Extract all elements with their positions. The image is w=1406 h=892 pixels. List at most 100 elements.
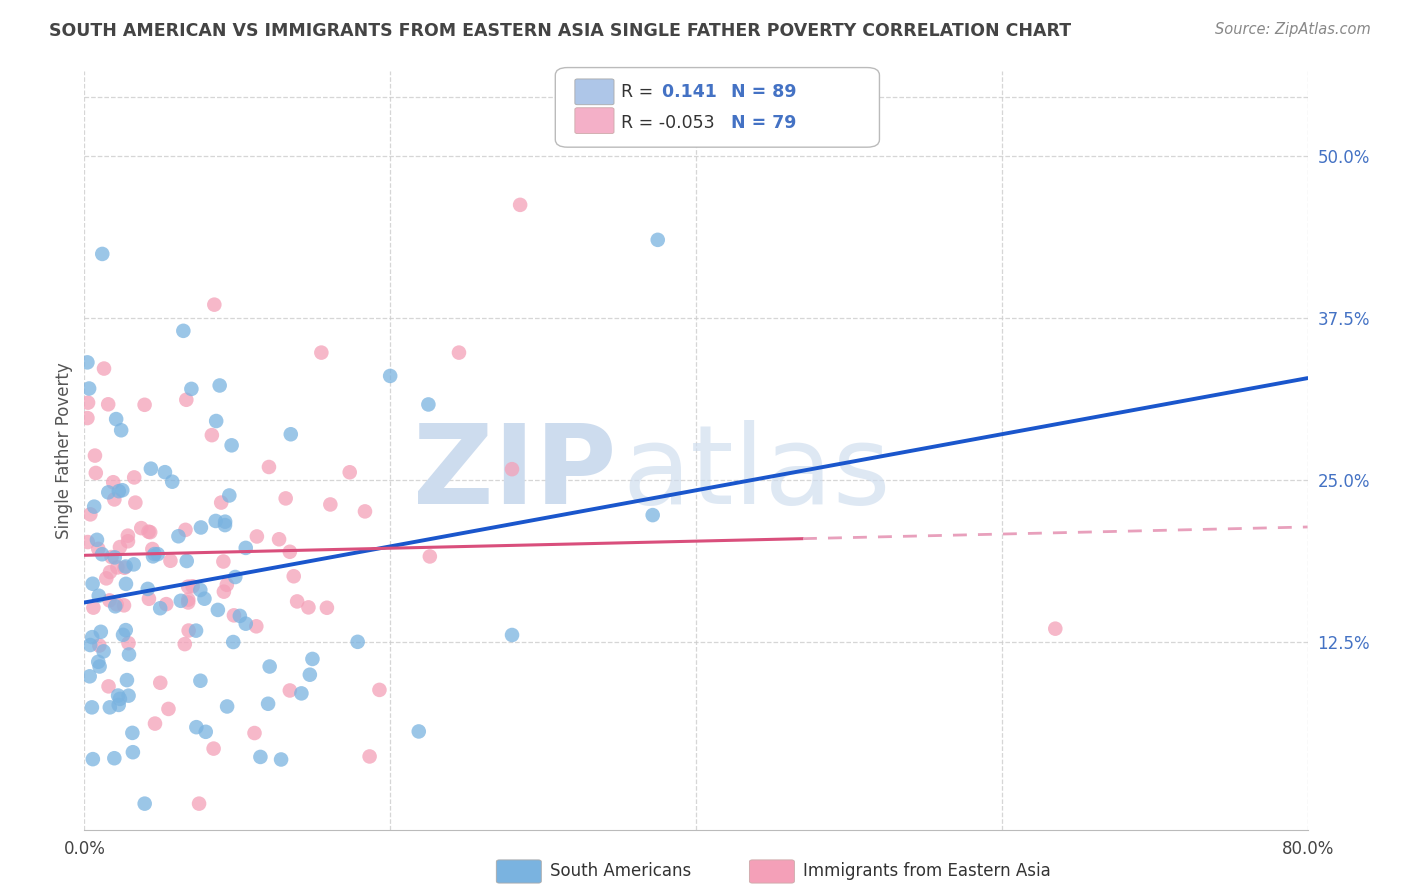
Point [190,520,212,534]
Point [174,523,197,537]
Point [139,461,162,475]
Point [246,529,269,543]
Point [97,679,120,693]
Text: N = 79: N = 79 [725,114,797,132]
Point [112,628,135,642]
Point [112,599,135,613]
Point [170,594,193,608]
Point [97,397,120,411]
Point [86,533,108,547]
Point [111,483,134,498]
Point [115,577,138,591]
Point [142,549,165,564]
Point [418,397,440,411]
Point [359,749,381,764]
Point [138,524,160,539]
Point [105,412,128,426]
Point [89,659,111,673]
Point [159,554,181,568]
Point [149,675,172,690]
Point [143,547,166,561]
Point [79,669,101,683]
Point [297,600,319,615]
Text: R =: R = [621,83,659,101]
Point [103,751,125,765]
Point [368,682,391,697]
Point [76,355,98,369]
Point [87,589,110,603]
Point [509,198,531,212]
Point [107,698,129,712]
Point [82,630,104,644]
Text: Immigrants from Eastern Asia: Immigrants from Eastern Asia [803,863,1050,880]
FancyBboxPatch shape [555,68,880,147]
Point [181,579,204,593]
Point [108,692,131,706]
Point [1045,622,1067,636]
Point [139,525,162,540]
Point [118,648,141,662]
Point [82,752,104,766]
Point [83,500,105,514]
Point [103,475,125,490]
Point [89,639,111,653]
Point [155,597,177,611]
Point [167,529,190,543]
Point [177,595,200,609]
Point [202,741,225,756]
Point [188,582,211,597]
Point [354,504,377,518]
Point [214,518,236,533]
Point [98,565,121,579]
Point [114,559,136,574]
Point [204,514,226,528]
Point [76,411,98,425]
Point [214,515,236,529]
Point [100,550,122,565]
Point [122,558,145,572]
Point [93,361,115,376]
Point [124,495,146,509]
Point [177,624,200,638]
Point [143,716,166,731]
Point [91,547,114,561]
Point [208,378,231,392]
Point [207,603,229,617]
Point [76,535,98,549]
Point [298,667,321,681]
Text: 0.141: 0.141 [655,83,717,101]
Point [235,616,257,631]
Text: R = -0.053: R = -0.053 [621,114,716,132]
Point [90,624,112,639]
Point [157,702,180,716]
Point [235,541,257,555]
FancyBboxPatch shape [575,108,614,134]
Point [222,635,245,649]
Point [93,644,115,658]
Point [149,601,172,615]
Text: R = -0.053: R = -0.053 [592,117,689,135]
Point [212,584,235,599]
Point [346,635,368,649]
Point [339,465,361,479]
Point [215,578,238,592]
Point [173,637,195,651]
FancyBboxPatch shape [575,78,614,104]
Point [104,599,127,614]
Point [186,720,208,734]
Text: atlas: atlas [623,420,891,526]
Text: N = 89: N = 89 [716,93,783,111]
Point [153,465,176,479]
Point [245,619,267,633]
Point [87,541,110,556]
Point [104,550,127,565]
Point [115,673,138,687]
Text: ZIP: ZIP [413,420,616,526]
Point [177,592,200,607]
Point [117,529,139,543]
Point [180,382,202,396]
Point [278,545,301,559]
Text: N = 79: N = 79 [716,117,783,135]
Point [105,598,128,612]
Point [257,460,280,475]
